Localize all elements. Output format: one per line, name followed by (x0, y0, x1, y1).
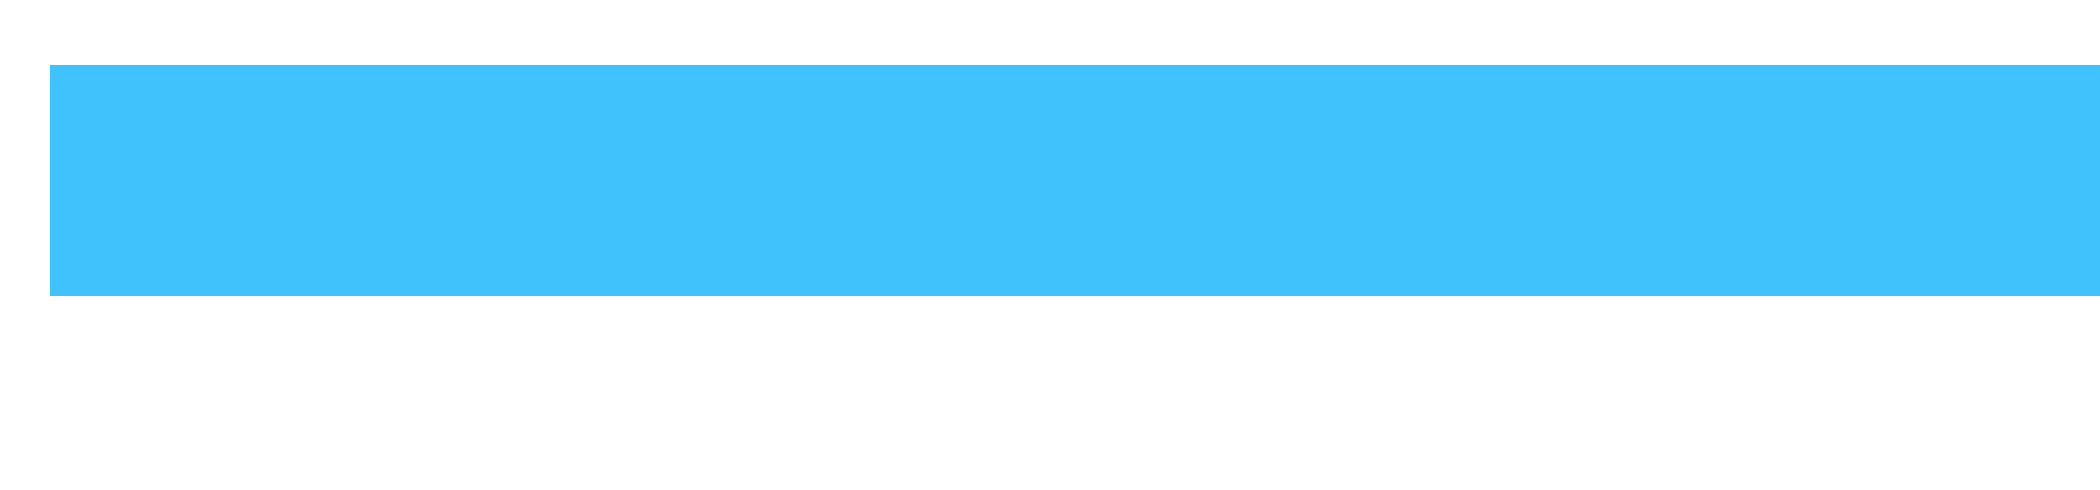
blue-highlight-band (50, 65, 2100, 296)
